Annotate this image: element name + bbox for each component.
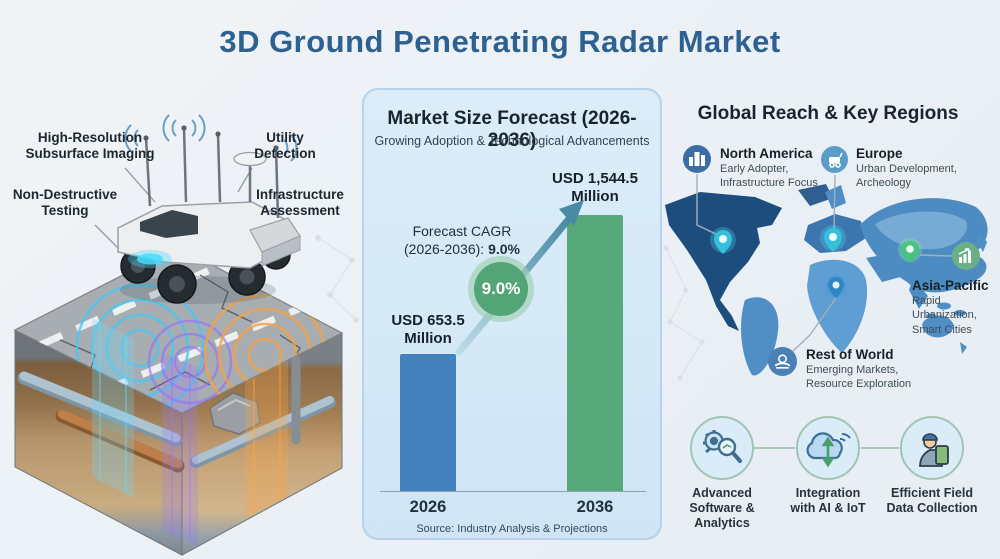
bar-2026 bbox=[400, 354, 456, 491]
pin-connectors bbox=[696, 174, 953, 353]
region-desc-row: Emerging Markets, Resource Exploration bbox=[806, 364, 912, 391]
regions-heading: Global Reach & Key Regions bbox=[697, 103, 959, 124]
gpr-ground-illustration bbox=[13, 114, 359, 556]
feature-label-field-data: Efficient Field Data Collection bbox=[886, 486, 978, 515]
feature-connector bbox=[861, 447, 899, 449]
region-name-eu: Europe bbox=[856, 146, 903, 161]
growth-chart-icon bbox=[952, 242, 980, 270]
region-name-na: North America bbox=[720, 146, 813, 161]
region-desc-na: Early Adopter, Infrastructure Focus bbox=[720, 163, 818, 190]
hand-resource-icon bbox=[768, 347, 797, 376]
buried-rock bbox=[209, 392, 261, 435]
cloud-sync-icon bbox=[796, 416, 860, 480]
callout-utility-detection: Utility Detection bbox=[254, 130, 316, 162]
region-name-ap: Asia-Pacific bbox=[912, 278, 989, 293]
map-pin-north-america bbox=[710, 227, 736, 254]
gps-dome bbox=[233, 151, 267, 167]
region-name-row: Rest of World bbox=[806, 347, 894, 362]
forecast-heading: Market Size Forecast (2026-2036) bbox=[387, 108, 637, 151]
radar-beams bbox=[92, 318, 288, 546]
region-desc-eu: Urban Development, Archeology bbox=[856, 163, 957, 190]
value-label-2026: USD 653.5 Million bbox=[391, 312, 465, 347]
network-decor bbox=[315, 235, 359, 323]
gpr-cart-icon bbox=[821, 146, 848, 173]
value-label-2036: USD 1,544.5 Million bbox=[552, 170, 638, 205]
callout-non-destructive: Non-Destructive Testing bbox=[12, 187, 118, 219]
wifi-signal-icon bbox=[124, 114, 298, 162]
map-pin-asia-pacific bbox=[898, 238, 922, 263]
map-pin-rest-of-world bbox=[825, 275, 847, 298]
forecast-panel: Market Size Forecast (2026-2036) Growing… bbox=[362, 88, 662, 540]
network-decor bbox=[663, 245, 705, 381]
cagr-badge: 9.0% bbox=[474, 262, 528, 316]
map-pin-europe bbox=[820, 225, 846, 252]
cagr-annotation: Forecast CAGR (2026-2036): 9.0% bbox=[404, 223, 520, 258]
gpr-rover bbox=[117, 114, 301, 304]
feature-label-ai-iot: Integration with AI & IoT bbox=[790, 486, 866, 515]
feature-connector bbox=[754, 447, 795, 449]
feature-label-analytics: Advanced Software & Analytics bbox=[689, 486, 755, 530]
region-desc-ap: Rapid Urbanization, Smart Cities bbox=[912, 295, 977, 336]
x-axis bbox=[380, 491, 646, 492]
bar-2036 bbox=[567, 215, 623, 491]
source-note: Source: Industry Analysis & Projections bbox=[416, 523, 608, 535]
forecast-subheading: Growing Adoption & Technological Advance… bbox=[374, 134, 650, 148]
continents bbox=[665, 184, 988, 376]
callout-subsurface-imaging: High-Resolution Subsurface Imaging bbox=[25, 130, 155, 162]
callout-infrastructure: Infrastructure Assessment bbox=[256, 187, 344, 219]
field-worker-icon bbox=[900, 416, 964, 480]
world-map bbox=[663, 174, 988, 381]
gear-magnifier-icon bbox=[690, 416, 754, 480]
year-2036: 2036 bbox=[576, 498, 614, 516]
year-2026: 2026 bbox=[409, 498, 447, 516]
page-title: 3D Ground Penetrating Radar Market bbox=[219, 24, 781, 59]
city-skyline-icon bbox=[683, 145, 711, 173]
